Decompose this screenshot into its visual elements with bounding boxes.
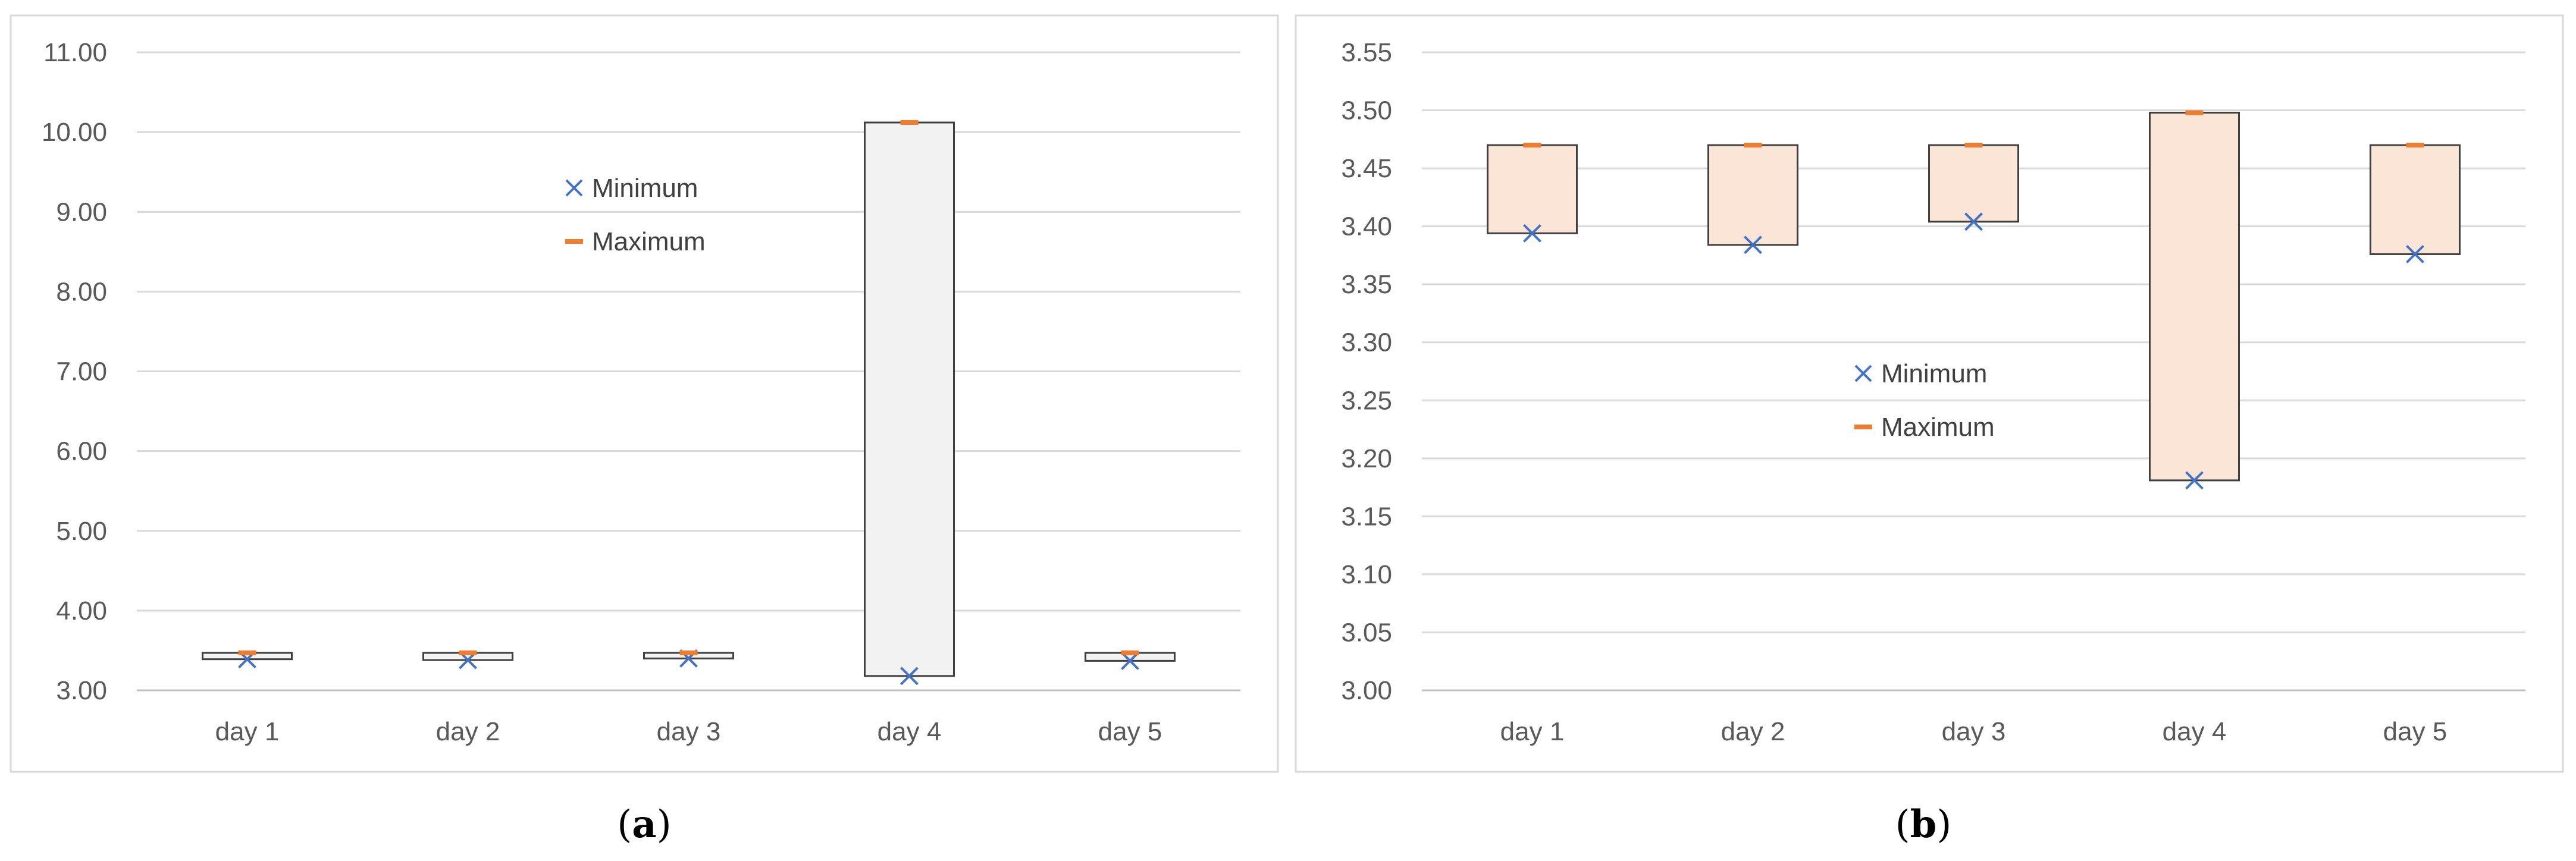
minimum-marker [1523, 224, 1541, 243]
range-box [1707, 144, 1798, 246]
minimum-marker-stroke [2406, 245, 2424, 263]
minimum-marker [1744, 235, 1762, 254]
y-tick-label: 10.00 [42, 118, 107, 147]
legend-label: Maximum [592, 227, 706, 256]
y-tick-label: 3.55 [1341, 38, 1392, 67]
x-tick-label: day 4 [2163, 717, 2227, 746]
maximum-marker [679, 650, 698, 655]
y-tick-label: 3.10 [1341, 560, 1392, 589]
y-tick-label: 9.00 [56, 197, 107, 227]
panel-label-letter: a [632, 802, 656, 847]
y-tick-label: 3.20 [1341, 444, 1392, 473]
range-box [1487, 144, 1578, 234]
x-tick-label: day 1 [1500, 717, 1565, 746]
minimum-marker-stroke [1744, 235, 1762, 254]
x-axis-ticks: day 1 day 2 day 3 day 4 day 5 [215, 717, 1162, 746]
legend-icon-stroke [565, 179, 583, 197]
minimum-marker-stroke [2185, 471, 2204, 490]
legend-maximum-icon [565, 239, 583, 244]
y-tick-label: 3.35 [1341, 270, 1392, 299]
panel-label-letter: b [1910, 802, 1937, 847]
legend-icon-stroke [1854, 364, 1872, 382]
y-tick-label: 7.00 [56, 357, 107, 386]
maximum-marker [1744, 143, 1762, 148]
range-box [864, 121, 955, 677]
legend: Minimum Maximum [1854, 359, 1995, 442]
y-tick-label: 3.40 [1341, 212, 1392, 241]
y-axis-ticks: 3.00 4.00 5.00 6.00 7.00 8.00 9.00 10.00 11.00 [42, 38, 107, 705]
y-tick-label: 3.00 [1341, 676, 1392, 705]
minimum-marker [1964, 212, 1983, 231]
legend-label: Minimum [1881, 359, 1987, 388]
chart-panel-b: 3.00 3.05 3.10 3.15 3.20 3.25 3.30 3.35 3.40 3.45… [1295, 14, 2564, 773]
maximum-markers [238, 120, 1139, 655]
y-tick-label: 3.05 [1341, 618, 1392, 647]
y-tick-label: 3.00 [56, 676, 107, 705]
x-axis-ticks: day 1 day 2 day 3 day 4 day 5 [1500, 717, 2447, 746]
minimum-marker-stroke [900, 667, 919, 686]
maximum-marker [238, 650, 256, 655]
y-tick-label: 3.25 [1341, 386, 1392, 415]
x-tick-label: day 1 [215, 717, 280, 746]
legend-label: Maximum [1881, 413, 1995, 442]
gridlines [137, 51, 1240, 692]
x-tick-label: day 2 [436, 717, 500, 746]
y-tick-label: 5.00 [56, 517, 107, 546]
x-tick-label: day 4 [878, 717, 942, 746]
chart-panel-a: 3.00 4.00 5.00 6.00 7.00 8.00 9.00 10.00 11.00 d… [10, 14, 1279, 773]
x-tick-label: day 5 [1098, 717, 1162, 746]
x-tick-label: day 2 [1721, 717, 1785, 746]
minimum-markers [1523, 212, 2424, 490]
maximum-marker [459, 650, 477, 655]
minimum-marker-stroke [1121, 651, 1139, 670]
x-tick-label: day 3 [657, 717, 721, 746]
minimum-marker-stroke [1523, 224, 1541, 243]
maximum-markers [1523, 110, 2424, 148]
legend-maximum-icon [1854, 425, 1872, 429]
y-tick-label: 3.30 [1341, 328, 1392, 357]
maximum-marker [900, 120, 919, 125]
range-box [2370, 144, 2461, 255]
range-box [2149, 111, 2240, 482]
y-tick-label: 4.00 [56, 596, 107, 626]
y-tick-label: 3.15 [1341, 502, 1392, 531]
y-tick-label: 3.45 [1341, 154, 1392, 183]
y-tick-label: 8.00 [56, 277, 107, 306]
maximum-marker [1964, 143, 1983, 148]
maximum-marker [2406, 143, 2424, 148]
legend-label: Minimum [592, 174, 698, 203]
minimum-marker [900, 667, 919, 686]
panel-label-a: (a) [617, 802, 671, 847]
y-tick-label: 11.00 [43, 38, 107, 67]
chart-frame [10, 14, 1279, 773]
panel-label-b: (b) [1895, 802, 1952, 847]
range-box [1928, 144, 2019, 223]
y-tick-label: 3.50 [1341, 96, 1392, 125]
gridlines [1422, 51, 2525, 692]
maximum-marker [2185, 110, 2204, 115]
maximum-marker [1121, 650, 1139, 655]
range-boxes [1487, 111, 2461, 482]
minimum-marker [1121, 651, 1139, 670]
x-tick-label: day 3 [1942, 717, 2006, 746]
legend: Minimum Maximum [565, 174, 706, 256]
y-tick-label: 6.00 [56, 437, 107, 466]
chart-frame [1295, 14, 2564, 773]
x-tick-label: day 5 [2383, 717, 2447, 746]
minimum-marker [2406, 245, 2424, 263]
maximum-marker [1523, 143, 1541, 148]
legend-minimum-icon [1854, 364, 1872, 382]
minimum-marker-stroke [1964, 212, 1983, 231]
legend-minimum-icon [565, 179, 583, 197]
minimum-marker [2185, 471, 2204, 490]
y-axis-ticks: 3.00 3.05 3.10 3.15 3.20 3.25 3.30 3.35 3.40 3.45… [1341, 38, 1392, 705]
